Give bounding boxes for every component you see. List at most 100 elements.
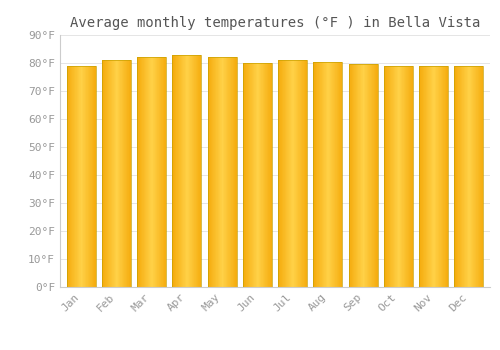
Bar bbox=[74, 66, 75, 287]
Bar bbox=[388, 66, 389, 287]
Bar bbox=[222, 57, 224, 287]
Bar bbox=[129, 60, 130, 287]
Bar bbox=[209, 57, 210, 287]
Bar bbox=[213, 57, 214, 287]
Bar bbox=[332, 62, 333, 287]
Bar bbox=[83, 66, 84, 287]
Bar bbox=[201, 55, 202, 287]
Bar bbox=[314, 62, 315, 287]
Bar bbox=[122, 60, 123, 287]
Bar bbox=[185, 55, 186, 287]
Bar bbox=[481, 66, 482, 287]
Bar bbox=[384, 66, 385, 287]
Bar bbox=[89, 66, 90, 287]
Bar bbox=[368, 64, 369, 287]
Bar bbox=[399, 66, 400, 287]
Bar bbox=[329, 62, 330, 287]
Bar bbox=[148, 57, 150, 287]
Bar bbox=[210, 57, 211, 287]
Bar bbox=[331, 62, 332, 287]
Bar bbox=[305, 60, 306, 287]
Bar bbox=[187, 55, 188, 287]
Bar bbox=[215, 57, 216, 287]
Bar bbox=[334, 62, 335, 287]
Bar bbox=[325, 62, 326, 287]
Bar bbox=[263, 63, 264, 287]
Bar bbox=[214, 57, 215, 287]
Bar bbox=[115, 60, 116, 287]
Bar bbox=[198, 55, 199, 287]
Bar bbox=[370, 64, 371, 287]
Bar bbox=[208, 57, 236, 287]
Bar bbox=[441, 66, 442, 287]
Bar bbox=[367, 64, 368, 287]
Bar bbox=[422, 66, 423, 287]
Bar bbox=[106, 60, 107, 287]
Bar bbox=[447, 66, 448, 287]
Bar bbox=[157, 57, 158, 287]
Bar bbox=[363, 64, 364, 287]
Bar bbox=[374, 64, 376, 287]
Bar bbox=[189, 55, 190, 287]
Bar bbox=[128, 60, 129, 287]
Bar bbox=[162, 57, 163, 287]
Bar bbox=[439, 66, 440, 287]
Bar bbox=[235, 57, 236, 287]
Bar bbox=[337, 62, 338, 287]
Bar bbox=[264, 63, 265, 287]
Bar bbox=[426, 66, 427, 287]
Bar bbox=[282, 60, 283, 287]
Bar bbox=[464, 66, 465, 287]
Bar bbox=[247, 63, 248, 287]
Bar bbox=[434, 66, 435, 287]
Bar bbox=[228, 57, 229, 287]
Bar bbox=[87, 66, 88, 287]
Bar bbox=[252, 63, 253, 287]
Bar bbox=[471, 66, 472, 287]
Bar bbox=[279, 60, 280, 287]
Bar bbox=[365, 64, 366, 287]
Bar bbox=[151, 57, 152, 287]
Bar bbox=[173, 55, 174, 287]
Bar bbox=[300, 60, 302, 287]
Bar bbox=[104, 60, 105, 287]
Bar bbox=[70, 66, 72, 287]
Bar bbox=[88, 66, 89, 287]
Bar bbox=[177, 55, 178, 287]
Bar bbox=[141, 57, 142, 287]
Bar bbox=[147, 57, 148, 287]
Bar bbox=[230, 57, 231, 287]
Bar bbox=[369, 64, 370, 287]
Bar bbox=[315, 62, 316, 287]
Bar bbox=[393, 66, 394, 287]
Bar bbox=[290, 60, 291, 287]
Bar bbox=[160, 57, 161, 287]
Bar bbox=[360, 64, 361, 287]
Bar bbox=[356, 64, 357, 287]
Bar bbox=[297, 60, 298, 287]
Bar bbox=[234, 57, 235, 287]
Bar bbox=[196, 55, 198, 287]
Bar bbox=[184, 55, 185, 287]
Bar bbox=[243, 63, 244, 287]
Bar bbox=[224, 57, 225, 287]
Bar bbox=[68, 66, 69, 287]
Bar bbox=[328, 62, 329, 287]
Bar bbox=[123, 60, 124, 287]
Bar bbox=[461, 66, 462, 287]
Bar bbox=[435, 66, 436, 287]
Bar bbox=[421, 66, 422, 287]
Bar bbox=[392, 66, 393, 287]
Bar bbox=[144, 57, 146, 287]
Bar bbox=[217, 57, 218, 287]
Bar bbox=[254, 63, 255, 287]
Bar bbox=[295, 60, 296, 287]
Bar bbox=[176, 55, 177, 287]
Bar bbox=[258, 63, 259, 287]
Bar bbox=[271, 63, 272, 287]
Bar bbox=[130, 60, 131, 287]
Bar bbox=[425, 66, 426, 287]
Bar bbox=[322, 62, 323, 287]
Bar bbox=[85, 66, 86, 287]
Bar bbox=[199, 55, 200, 287]
